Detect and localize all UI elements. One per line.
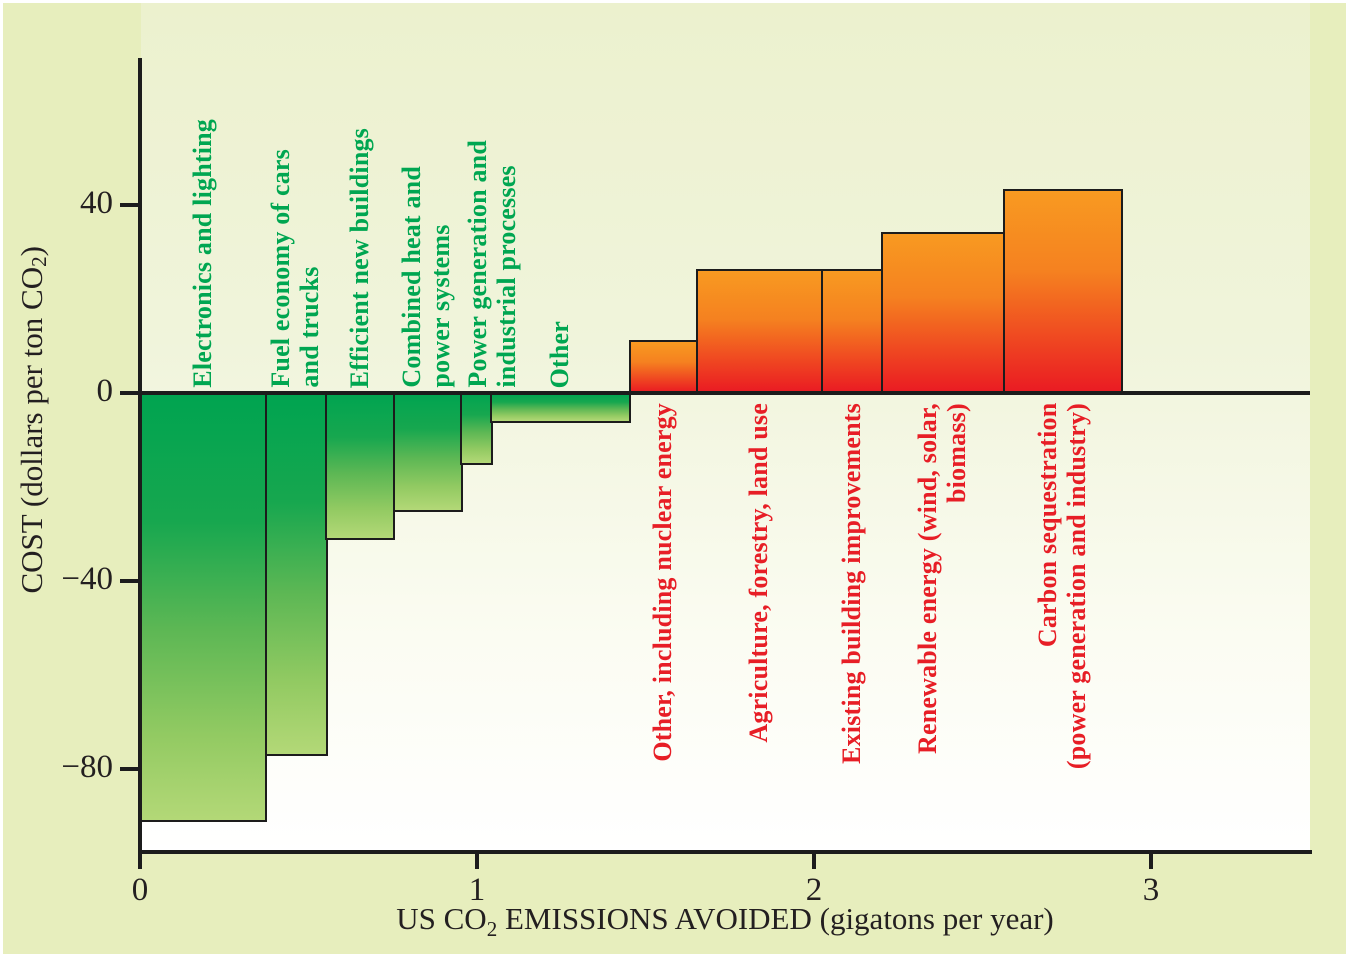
y-axis-title: COST (dollars per ton CO2) — [14, 246, 52, 594]
subscript-2: 2 — [486, 917, 498, 942]
bar-label-line: Agriculture, forestry, land use — [743, 403, 773, 743]
x-tick-label-0: 0 — [131, 872, 149, 908]
page-edge-left — [0, 0, 3, 954]
zero-baseline — [140, 391, 1310, 395]
y-tick-label-0: 0 — [96, 373, 114, 410]
bar-label-line: Fuel economy of cars — [266, 149, 296, 388]
bar-label-electronics-and-lighting: Electronics and lighting — [188, 119, 217, 388]
y-tick-80 — [120, 767, 140, 771]
bar-electronics-and-lighting — [140, 391, 268, 823]
bar-label-other-including-nuclear-energy: Other, including nuclear energy — [648, 403, 677, 762]
bar-existing-building-improvements — [820, 269, 884, 395]
x-tick-label-1: 1 — [468, 872, 486, 908]
bar-fuel-economy-of-cars-and-trucks — [264, 391, 328, 757]
bar-label-power-generation-and-industrial-processes: Power generation and industrial processes — [463, 140, 521, 388]
y-tick-0 — [120, 391, 140, 395]
y-tick-40 — [120, 203, 140, 207]
y-tick-label-40: 40 — [80, 185, 113, 222]
bar-carbon-sequestration-power-generation-and-industry — [1002, 189, 1124, 395]
y-tick-40 — [120, 579, 140, 583]
x-tick-2 — [812, 852, 816, 869]
bar-label-line: Power generation and — [463, 140, 493, 388]
bar-label-renewable-energy-wind-solar-biomass: Renewable energy (wind, solar, biomass) — [913, 403, 971, 754]
bar-label-other: Other — [545, 321, 574, 388]
bar-label-carbon-sequestration-power-generation-and-industry: Carbon sequestration (power generation an… — [1033, 403, 1091, 769]
bar-label-line: power systems — [426, 224, 456, 388]
x-tick-label-3: 3 — [1142, 872, 1160, 908]
bar-combined-heat-and-power-systems — [392, 391, 463, 512]
bar-label-line: and trucks — [295, 266, 325, 388]
bar-label-line: Renewable energy (wind, solar, — [913, 403, 943, 754]
x-tick-3 — [1149, 852, 1153, 869]
bar-label-fuel-economy-of-cars-and-trucks: Fuel economy of cars and trucks — [266, 149, 324, 388]
bar-label-agriculture-forestry-land-use: Agriculture, forestry, land use — [744, 403, 773, 743]
subscript-2: 2 — [27, 256, 52, 268]
bar-label-line: industrial processes — [492, 165, 522, 388]
bar-label-line: (power generation and industry) — [1061, 403, 1091, 770]
bar-label-line: Existing building improvements — [836, 403, 866, 764]
bar-label-line: Electronics and lighting — [187, 119, 217, 388]
bar-label-line: Carbon sequestration — [1032, 403, 1062, 648]
x-tick-0 — [138, 852, 142, 869]
bar-other-including-nuclear-energy — [628, 339, 699, 395]
bar-label-combined-heat-and-power-systems: Combined heat and power systems — [397, 166, 455, 388]
bar-other — [490, 391, 632, 423]
bar-efficient-new-buildings — [325, 391, 396, 541]
bar-label-existing-building-improvements: Existing building improvements — [837, 403, 866, 764]
bar-label-line: Combined heat and — [397, 166, 427, 388]
y-tick-label-80: −80 — [61, 749, 113, 786]
bar-label-line: biomass) — [942, 403, 972, 503]
bar-renewable-energy-wind-solar-biomass — [881, 231, 1006, 395]
bar-label-line: Other, including nuclear energy — [647, 403, 677, 762]
bar-agriculture-forestry-land-use — [696, 269, 824, 395]
y-tick-label-40: −40 — [61, 561, 113, 598]
x-axis-line — [138, 850, 1312, 854]
bar-label-line: Efficient new buildings — [344, 127, 374, 388]
bar-label-line: Other — [545, 320, 575, 388]
page-edge-top — [0, 0, 1346, 3]
bar-power-generation-and-industrial-processes — [460, 391, 493, 465]
x-tick-label-2: 2 — [805, 872, 823, 908]
x-tick-1 — [475, 852, 479, 869]
y-axis-line — [138, 58, 142, 852]
x-axis-title: US CO2 EMISSIONS AVOIDED (gigatons per y… — [396, 901, 1054, 942]
bar-label-efficient-new-buildings: Efficient new buildings — [345, 128, 374, 388]
